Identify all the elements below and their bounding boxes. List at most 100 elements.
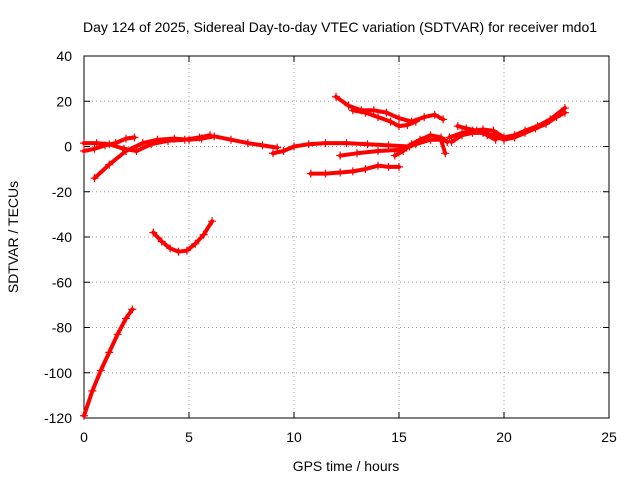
data-point <box>342 139 351 148</box>
data-point <box>437 133 445 142</box>
plot-frame <box>83 55 610 419</box>
data-point <box>90 174 99 183</box>
data-point <box>195 133 204 142</box>
data-point <box>227 135 235 144</box>
y-tick-label: -120 <box>44 410 72 426</box>
data-point <box>174 247 183 256</box>
data-point <box>416 135 424 144</box>
data-point <box>546 115 555 124</box>
data-point <box>132 147 141 156</box>
y-axis-label: SDTVAR / TECUs <box>5 181 21 293</box>
x-tick-label: 10 <box>286 429 302 445</box>
data-point <box>395 114 403 123</box>
data-point <box>348 167 357 176</box>
data-point <box>374 161 382 170</box>
data-point <box>386 117 395 126</box>
data-point <box>411 117 420 126</box>
data-point <box>105 348 114 357</box>
data-point <box>439 115 448 124</box>
data-point <box>374 113 382 122</box>
data-point <box>80 147 88 156</box>
grid <box>84 56 609 418</box>
data-point <box>453 122 462 131</box>
data-point <box>321 169 330 178</box>
data-point <box>80 411 88 420</box>
series-line <box>82 307 135 418</box>
series-line <box>447 106 567 140</box>
data-point <box>191 239 200 248</box>
y-tick-label: 20 <box>56 93 72 109</box>
data-point <box>306 169 315 178</box>
data-point <box>119 144 128 153</box>
data-point <box>130 133 139 142</box>
data-point <box>382 108 391 117</box>
x-axis-label: GPS time / hours <box>293 458 400 474</box>
data-point <box>441 149 450 158</box>
data-point <box>304 140 313 149</box>
data-point <box>138 139 147 148</box>
series-arc-9 <box>348 106 420 131</box>
data-point <box>199 230 208 239</box>
data-point <box>445 133 454 142</box>
data-point <box>374 147 382 156</box>
data-point <box>105 160 114 169</box>
data-point <box>243 139 252 148</box>
x-tick-label: 15 <box>391 429 407 445</box>
data-point <box>157 237 166 246</box>
y-tick-label: -60 <box>52 274 72 290</box>
data-point <box>96 366 105 375</box>
data-point <box>113 330 122 339</box>
y-tick-label: -20 <box>52 184 72 200</box>
data-point <box>105 140 114 149</box>
y-tick-label: -80 <box>52 320 72 336</box>
series-group <box>80 92 569 420</box>
data-point <box>369 106 378 115</box>
y-tick-label: 0 <box>64 139 72 155</box>
data-point <box>269 149 277 158</box>
data-point <box>489 126 498 135</box>
series-arc-14 <box>453 122 500 144</box>
data-point <box>290 142 298 151</box>
data-point <box>363 140 372 149</box>
data-point <box>390 151 399 160</box>
data-point <box>384 162 393 171</box>
data-point <box>521 126 529 135</box>
series-line <box>334 94 446 124</box>
data-point <box>395 162 403 171</box>
data-point <box>407 140 416 149</box>
x-tick-label: 25 <box>601 429 617 445</box>
data-point <box>500 133 508 142</box>
data-point <box>166 244 175 253</box>
data-point <box>88 386 97 395</box>
data-point <box>208 217 217 226</box>
data-point <box>149 228 158 237</box>
series-arc-4 <box>80 131 214 156</box>
data-point <box>332 92 340 101</box>
data-point <box>430 110 439 119</box>
data-point <box>92 139 101 148</box>
data-point <box>147 140 156 149</box>
data-point <box>344 101 353 110</box>
data-point <box>420 113 429 122</box>
data-point <box>128 305 137 314</box>
data-point <box>348 106 357 115</box>
data-point <box>90 144 99 153</box>
series-arc-7 <box>306 161 403 178</box>
data-point <box>395 122 403 131</box>
x-tick-label: 5 <box>185 429 193 445</box>
series-arc-1 <box>80 305 137 420</box>
data-point <box>353 149 361 158</box>
data-point <box>491 135 500 144</box>
data-point <box>560 104 569 113</box>
data-point <box>399 147 408 156</box>
data-point <box>472 126 481 135</box>
data-point <box>336 151 345 160</box>
data-point <box>258 141 267 150</box>
data-point <box>458 128 466 137</box>
x-tick-label: 0 <box>80 429 88 445</box>
y-tick-label: -100 <box>44 365 72 381</box>
series-arc-5 <box>149 217 217 256</box>
data-point <box>164 136 172 145</box>
data-point <box>462 124 471 133</box>
